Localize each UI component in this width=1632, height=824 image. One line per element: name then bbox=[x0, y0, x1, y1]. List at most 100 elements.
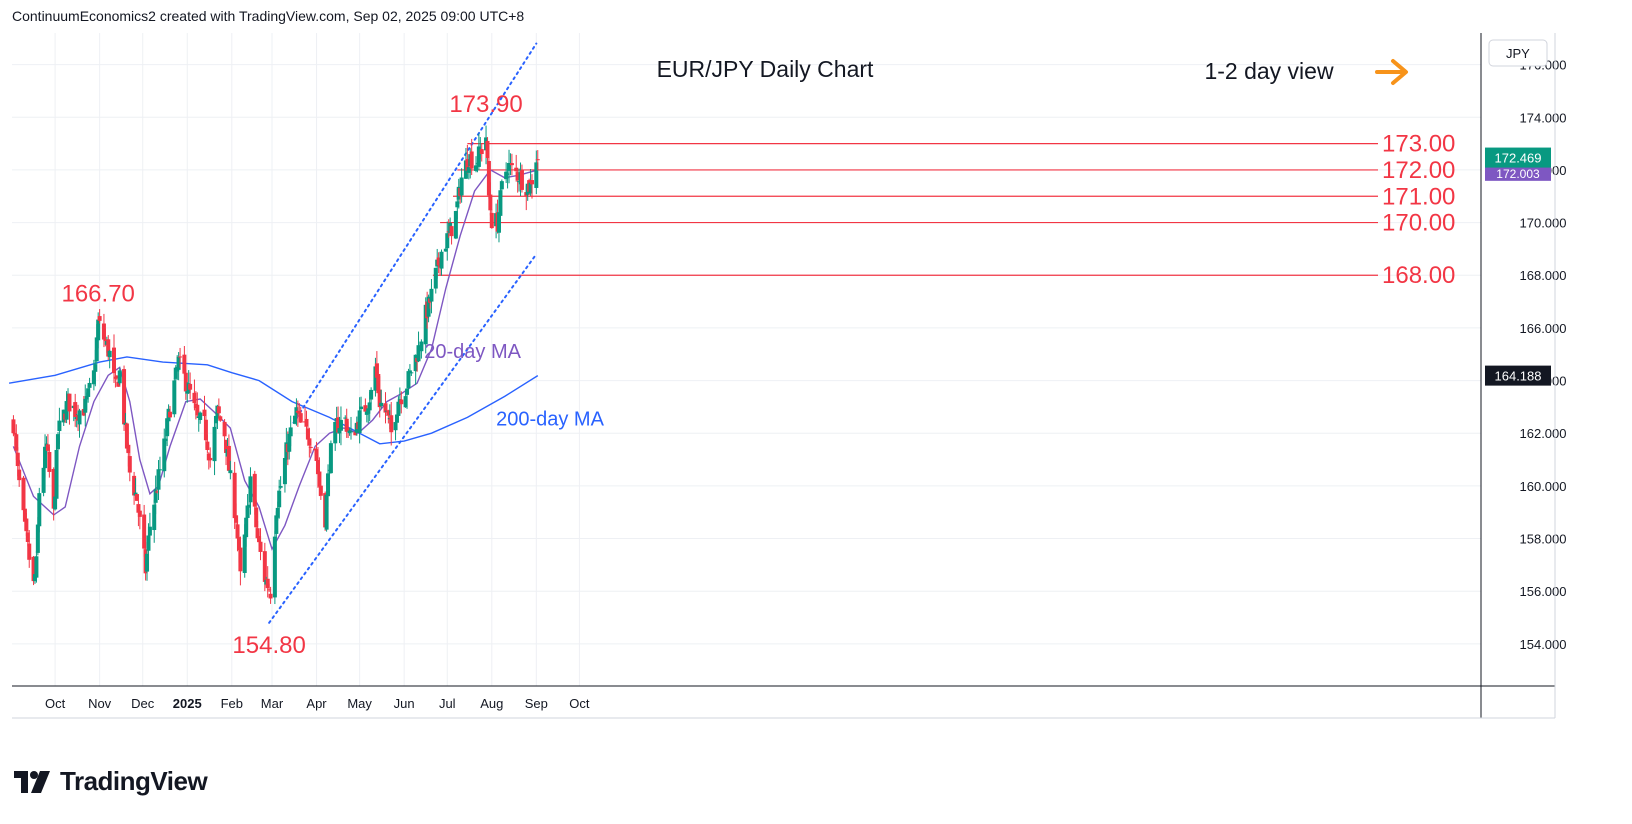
candle-body bbox=[405, 388, 410, 395]
candle-body bbox=[168, 411, 173, 418]
candle-body bbox=[469, 151, 474, 169]
candle-body bbox=[107, 350, 112, 358]
x-tick-label: Dec bbox=[131, 696, 155, 711]
candle-body bbox=[328, 443, 333, 474]
candle-body bbox=[433, 267, 438, 289]
candle-body bbox=[473, 165, 478, 171]
candle-body bbox=[333, 421, 338, 444]
support-resistance-levels bbox=[432, 142, 1378, 276]
candle-body bbox=[94, 337, 99, 362]
candle-body bbox=[485, 140, 490, 159]
candle-body bbox=[373, 366, 378, 391]
candle-body bbox=[137, 510, 142, 517]
candle-body bbox=[114, 375, 119, 379]
grid bbox=[12, 33, 1481, 686]
candle-body bbox=[117, 370, 122, 384]
candle-body bbox=[198, 412, 203, 420]
x-tick-label: 2025 bbox=[173, 696, 202, 711]
candle-body bbox=[116, 381, 121, 387]
tradingview-logo[interactable]: TradingView bbox=[14, 766, 208, 797]
candle-body bbox=[228, 470, 233, 474]
candle-body bbox=[394, 414, 399, 423]
candle-body bbox=[155, 491, 160, 493]
candle-body bbox=[51, 468, 56, 509]
candle-body bbox=[324, 494, 329, 530]
x-tick-label: Feb bbox=[221, 696, 243, 711]
candle-body bbox=[262, 551, 267, 582]
candle-body bbox=[386, 410, 391, 416]
candle-body bbox=[287, 433, 292, 452]
candle-body bbox=[248, 476, 253, 503]
candle-body bbox=[134, 494, 139, 501]
candle-body bbox=[77, 410, 82, 425]
candle-body bbox=[14, 434, 19, 451]
candle-body bbox=[445, 233, 450, 249]
candle-body bbox=[275, 507, 280, 518]
candle-body bbox=[216, 406, 221, 414]
candle-body bbox=[22, 508, 27, 522]
candle-body bbox=[288, 427, 293, 437]
candle-body bbox=[106, 339, 111, 357]
x-tick-label: Oct bbox=[569, 696, 590, 711]
candle-body bbox=[369, 389, 374, 400]
candle-body bbox=[318, 485, 323, 496]
candle-body bbox=[45, 444, 50, 451]
candle-body bbox=[507, 162, 512, 171]
candle-body bbox=[297, 411, 302, 414]
candle-body bbox=[315, 460, 320, 475]
candle-body bbox=[31, 556, 36, 582]
candle-body bbox=[236, 537, 241, 551]
ma200-line bbox=[8, 356, 539, 445]
candle-body bbox=[87, 382, 92, 388]
plot-area bbox=[12, 33, 1481, 686]
x-tick-label: Mar bbox=[261, 696, 284, 711]
candle-body bbox=[374, 363, 379, 378]
candle-body bbox=[307, 439, 312, 446]
candle-body bbox=[93, 364, 98, 372]
candle-body bbox=[304, 418, 309, 427]
candle-body bbox=[145, 553, 150, 572]
price-annotation: 154.80 bbox=[232, 632, 305, 659]
candle-body bbox=[466, 167, 471, 173]
y-tick-label: 166.000 bbox=[1520, 321, 1567, 336]
candle-body bbox=[91, 370, 96, 385]
candle-body bbox=[206, 453, 211, 461]
currency-label: JPY bbox=[1506, 46, 1530, 61]
candle-body bbox=[449, 226, 454, 237]
candle-body bbox=[278, 486, 283, 488]
level-label: 173.00 bbox=[1382, 131, 1455, 158]
x-tick-label: May bbox=[347, 696, 372, 711]
candle-body bbox=[254, 507, 259, 528]
candle-body bbox=[157, 469, 162, 471]
candle-body bbox=[147, 526, 152, 536]
candle-body bbox=[423, 304, 428, 345]
candle-body bbox=[439, 251, 444, 269]
candle-body bbox=[146, 535, 151, 551]
candle-body bbox=[64, 401, 69, 420]
candle-body bbox=[43, 446, 48, 469]
candle-body bbox=[268, 593, 273, 599]
candle-body bbox=[126, 444, 131, 454]
candle-body bbox=[15, 452, 20, 467]
candle-body bbox=[443, 248, 448, 252]
last-price-badge bbox=[1485, 147, 1551, 168]
candle-body bbox=[407, 370, 412, 373]
x-tick-label: Apr bbox=[306, 696, 327, 711]
candle-body bbox=[178, 356, 183, 358]
candle-body bbox=[122, 369, 127, 425]
candle-body bbox=[499, 181, 504, 190]
candle-body bbox=[25, 532, 30, 542]
candle-body bbox=[389, 415, 394, 433]
candle-body bbox=[317, 471, 322, 487]
candle-body bbox=[514, 167, 519, 172]
candle-body bbox=[357, 410, 362, 433]
level-label: 170.00 bbox=[1382, 210, 1455, 237]
candle-body bbox=[274, 515, 279, 534]
price-annotation: 166.70 bbox=[61, 280, 134, 307]
candle-body bbox=[57, 420, 62, 432]
candle-body bbox=[55, 434, 60, 450]
candle-body bbox=[41, 467, 46, 493]
candle-body bbox=[265, 578, 270, 589]
candle-body bbox=[336, 417, 341, 433]
